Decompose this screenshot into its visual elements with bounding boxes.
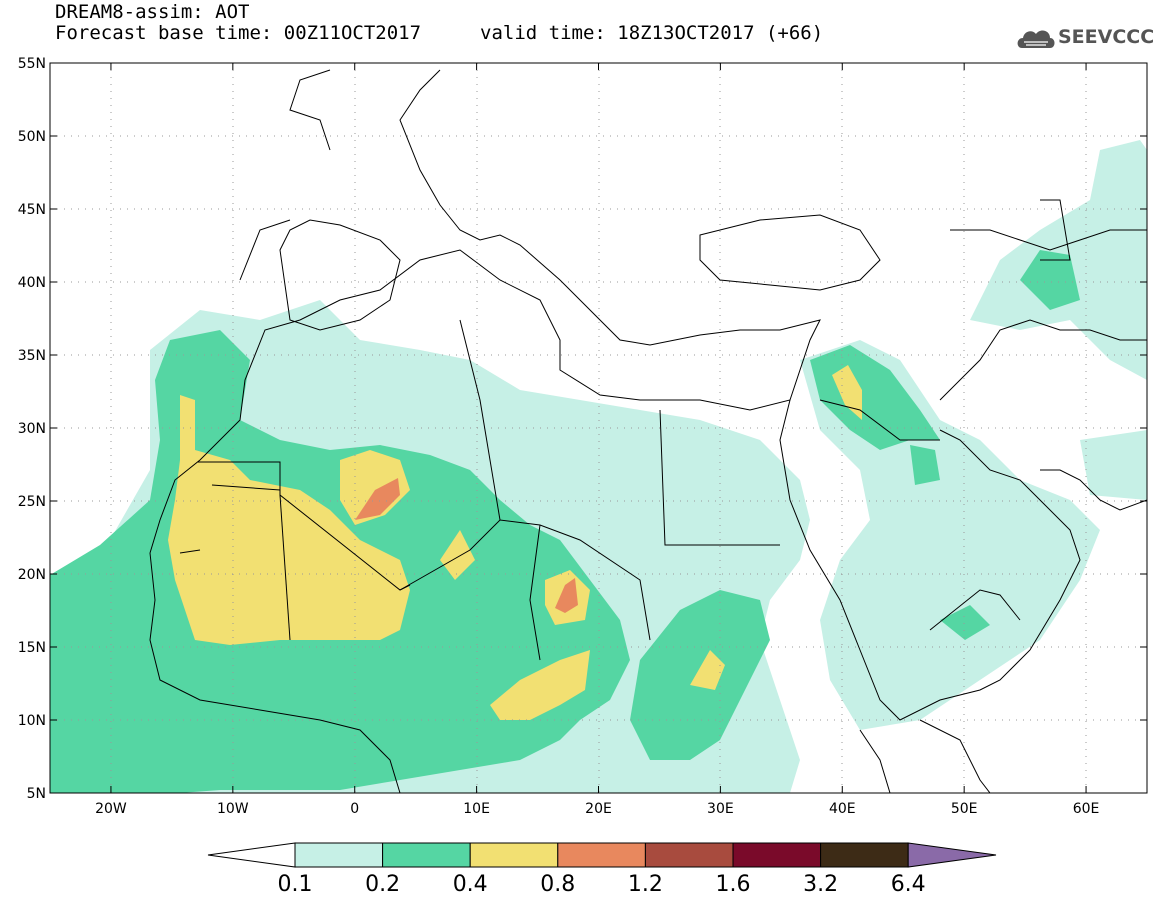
colorbar-label: 1.6 — [716, 872, 751, 897]
aot-level-0.2 — [910, 445, 940, 485]
aot-level-0.8 — [555, 578, 578, 613]
aot-level-0.2 — [1020, 250, 1080, 310]
lat-tick-label: 45N — [18, 202, 46, 218]
aot-level-0.4 — [340, 450, 410, 525]
logo-text: SEEVCCC — [1058, 26, 1155, 48]
valid-time: valid time: 18Z13OCT2017 (+66) — [480, 22, 824, 44]
lat-tick-label: 20N — [18, 567, 46, 583]
lat-tick-label: 30N — [18, 421, 46, 437]
colorbar-label: 0.4 — [453, 872, 488, 897]
lon-tick-label: 0 — [350, 801, 359, 817]
aot-level-0.1 — [1080, 430, 1147, 500]
coastlines — [149, 69, 1147, 793]
lat-tick-label: 10N — [18, 713, 46, 729]
lon-tick-label: 60E — [1073, 801, 1100, 817]
aot-level-0.4 — [440, 530, 475, 580]
colorbar-label: 3.2 — [803, 872, 838, 897]
lon-tick-label: 20E — [585, 801, 612, 817]
aot-level-0.8 — [355, 478, 400, 520]
graticule — [50, 63, 1147, 793]
title-line2: Forecast base time: 00Z11OCT2017 — [55, 22, 422, 44]
lat-tick-label: 5N — [27, 786, 46, 802]
aot-level-0.4 — [690, 650, 725, 690]
title-line1: DREAM8-assim: AOT — [55, 1, 250, 23]
colorbar-label: 0.1 — [278, 872, 313, 897]
lon-tick-label: 40E — [829, 801, 856, 817]
lon-tick-label: 50E — [951, 801, 978, 817]
aot-level-0.4 — [490, 650, 590, 720]
colorbar-box — [557, 842, 646, 868]
colorbar-box — [732, 842, 822, 868]
colorbar-label: 0.2 — [365, 872, 400, 897]
lat-tick-label: 50N — [18, 129, 46, 145]
axis-ticks: 20W 10W 0 10E 20E 30E 40E 50E 60E 55N 50N 45N 40N 35N… — [18, 56, 1147, 817]
colorbar-label: 6.4 — [891, 872, 926, 897]
colorbar-label: 1.2 — [628, 872, 663, 897]
colorbar-box — [820, 842, 909, 868]
lat-tick-label: 15N — [18, 640, 46, 656]
aot-level-0.4 — [168, 395, 410, 645]
lon-tick-label: 20W — [95, 801, 127, 817]
cloud-logo-icon — [1017, 30, 1055, 48]
aot-level-0.2 — [940, 605, 990, 640]
colorbar-box — [382, 842, 471, 868]
colorbar-over-arrow — [907, 842, 997, 868]
aot-field — [50, 140, 1147, 793]
lon-tick-label: 30E — [707, 801, 734, 817]
lat-tick-label: 35N — [18, 348, 46, 364]
aot-level-0.4 — [832, 365, 862, 420]
lon-tick-label: 10W — [217, 801, 249, 817]
colorbar-box — [294, 842, 384, 868]
lat-tick-label: 25N — [18, 494, 46, 510]
lat-tick-label: 40N — [18, 275, 46, 291]
colorbar-box — [644, 842, 734, 868]
lon-tick-label: 10E — [463, 801, 490, 817]
colorbar-box — [469, 842, 559, 868]
lat-tick-label: 55N — [18, 56, 46, 72]
colorbar-under-arrow — [207, 842, 296, 868]
colorbar-label: 0.8 — [540, 872, 575, 897]
